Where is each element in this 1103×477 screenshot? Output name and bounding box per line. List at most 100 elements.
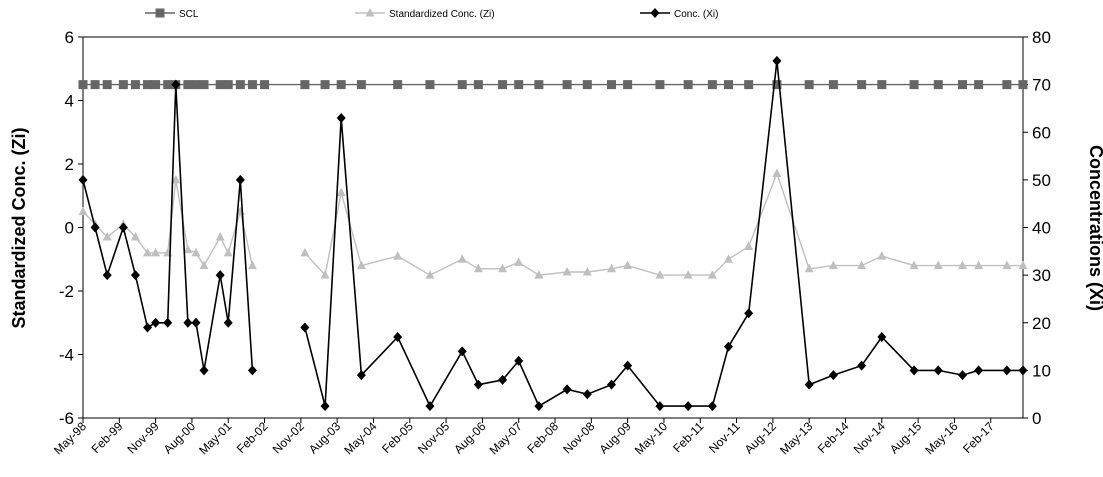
data-point-zi — [223, 247, 233, 257]
y-axis-title-left: Standardized Conc. (Zi) — [9, 127, 29, 328]
data-point-scl — [320, 80, 330, 90]
data-point-scl — [1018, 80, 1028, 90]
data-point-zi — [336, 187, 346, 197]
data-point-scl — [247, 80, 257, 90]
x-tick-label: May-07 — [487, 419, 525, 457]
data-point-xi — [683, 401, 693, 412]
x-tick-label: Nov-02 — [270, 419, 307, 456]
data-point-xi — [582, 389, 592, 400]
x-tick-label: Nov-08 — [560, 419, 597, 456]
x-tick-label: May-10 — [632, 419, 670, 457]
data-point-xi — [606, 379, 616, 390]
data-point-xi — [151, 317, 161, 328]
x-tick-label: Aug-12 — [742, 419, 779, 456]
data-point-scl — [163, 80, 173, 90]
data-point-scl — [498, 80, 508, 90]
data-point-scl — [130, 80, 140, 90]
data-point-zi — [933, 260, 943, 270]
series-line-xi — [304, 60, 1023, 408]
data-point-xi — [393, 332, 403, 343]
data-point-scl — [78, 80, 88, 90]
data-point-zi — [356, 260, 366, 270]
data-point-scl — [235, 80, 245, 90]
data-point-zi — [562, 266, 572, 276]
data-point-zi — [215, 232, 225, 241]
data-point-scl — [425, 80, 435, 90]
data-point-xi — [723, 341, 733, 352]
x-tick-label: Aug-03 — [306, 419, 343, 456]
data-point-zi — [1002, 260, 1012, 270]
data-point-xi — [90, 222, 100, 233]
data-point-zi — [78, 206, 88, 216]
data-point-zi — [957, 260, 967, 270]
x-tick-label: Feb-11 — [670, 419, 706, 455]
data-point-zi — [320, 270, 330, 279]
data-point-zi — [247, 260, 257, 270]
data-point-zi — [457, 254, 467, 263]
data-point-scl — [143, 80, 153, 90]
data-point-scl — [1002, 80, 1012, 90]
data-point-scl — [723, 80, 733, 90]
data-point-zi — [130, 232, 140, 241]
data-point-xi — [247, 365, 257, 376]
data-point-zi — [683, 270, 693, 279]
data-point-scl — [909, 80, 919, 90]
y-tick-label-left: -6 — [59, 409, 74, 428]
data-point-xi — [1018, 365, 1028, 376]
x-tick-label: Aug-00 — [161, 419, 198, 456]
legend-label-xi: Conc. (Xi) — [674, 9, 718, 20]
data-point-xi — [562, 384, 572, 395]
data-point-zi — [191, 247, 201, 257]
x-tick-label: Feb-14 — [815, 419, 852, 456]
data-point-zi — [199, 260, 209, 270]
x-tick-label: May-16 — [922, 419, 960, 457]
data-point-xi — [118, 222, 128, 233]
data-point-xi — [514, 355, 524, 366]
legend: SCL Standardized Conc. (Zi) Conc. (Xi) — [145, 8, 718, 20]
y-tick-label-left: 6 — [65, 28, 74, 47]
series-zi — [78, 168, 1028, 279]
x-tick-label: May-01 — [196, 419, 234, 457]
data-point-xi — [171, 79, 181, 90]
data-point-xi — [957, 370, 967, 381]
data-point-scl — [118, 80, 128, 90]
data-point-scl — [744, 80, 754, 90]
data-point-zi — [498, 263, 508, 273]
data-point-xi — [356, 370, 366, 381]
data-point-scl — [102, 80, 112, 90]
plot-frame — [82, 36, 1024, 419]
x-tick-label: Feb-02 — [234, 419, 271, 456]
x-tick-label: Aug-06 — [451, 419, 488, 456]
legend-marker-xi — [650, 8, 660, 18]
data-point-zi — [909, 260, 919, 270]
data-point-zi — [804, 263, 814, 273]
data-point-scl — [857, 80, 867, 90]
x-tick-label: May-13 — [777, 419, 815, 457]
data-point-scl — [933, 80, 943, 90]
y-tick-label-left: -2 — [59, 282, 74, 301]
data-point-scl — [655, 80, 665, 90]
legend-marker-zi — [365, 8, 375, 17]
series-line-zi — [304, 171, 1023, 277]
data-point-xi — [143, 322, 153, 333]
data-point-scl — [534, 80, 544, 90]
data-point-scl — [707, 80, 717, 90]
y-tick-label-right: 50 — [1032, 171, 1051, 190]
data-point-xi — [199, 365, 209, 376]
data-point-xi — [215, 270, 225, 281]
legend-label-scl: SCL — [179, 9, 199, 20]
data-point-zi — [300, 247, 310, 257]
data-point-xi — [877, 332, 887, 343]
data-point-zi — [151, 247, 161, 257]
y-tick-label-left: -4 — [59, 346, 74, 365]
data-point-scl — [473, 80, 483, 90]
data-point-scl — [356, 80, 366, 90]
data-point-zi — [606, 263, 616, 273]
data-point-scl — [393, 80, 403, 90]
data-point-zi — [877, 251, 887, 260]
data-point-scl — [562, 80, 572, 90]
data-point-xi — [425, 401, 435, 412]
series-line-xi — [82, 84, 254, 371]
data-point-xi — [163, 317, 173, 328]
data-point-xi — [235, 174, 245, 185]
